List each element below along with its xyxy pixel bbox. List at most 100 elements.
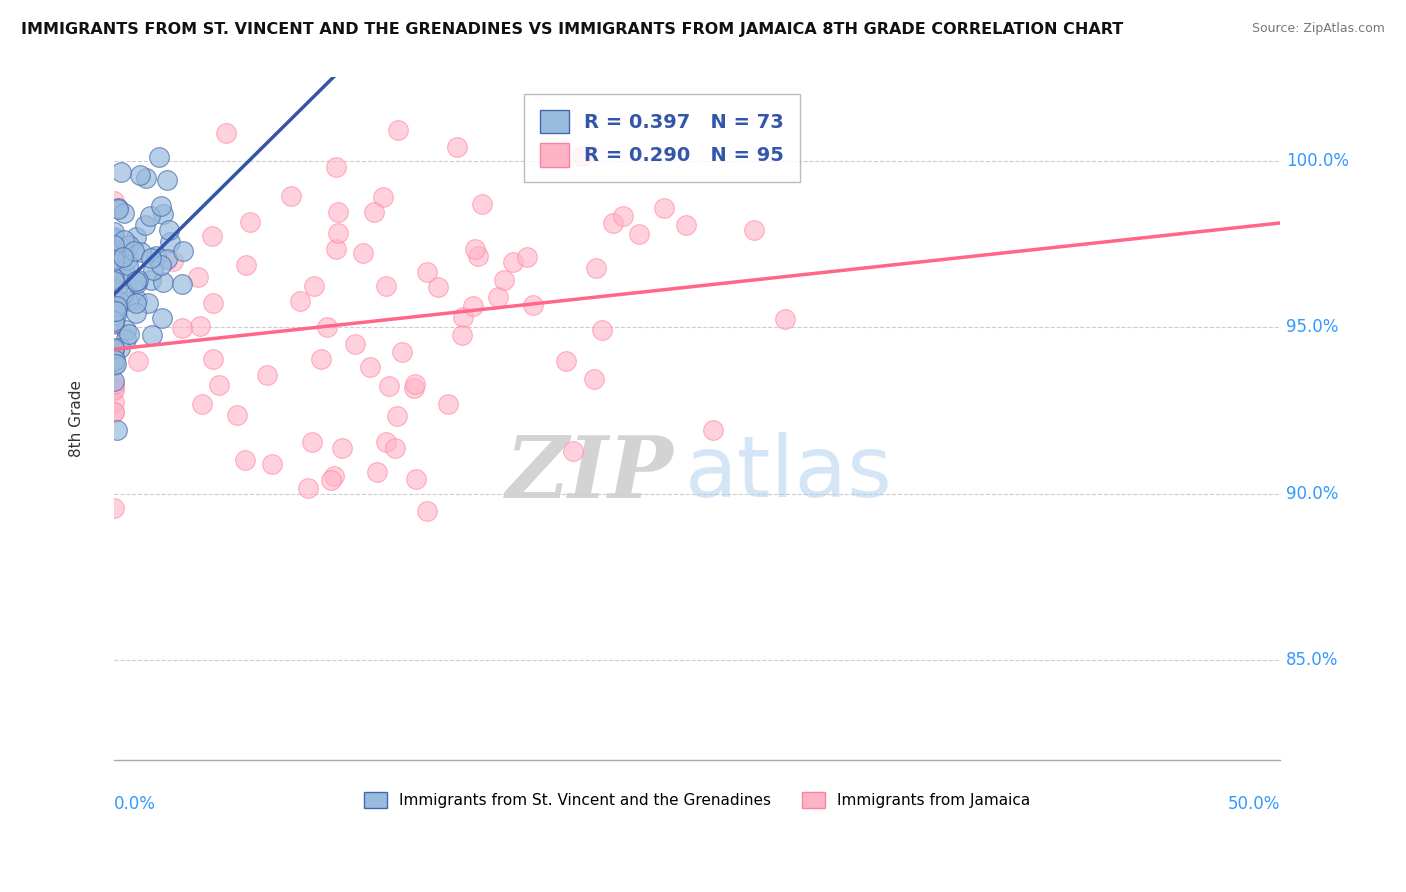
Point xyxy=(103,274,125,288)
Point xyxy=(502,255,524,269)
Point xyxy=(103,358,125,372)
Point xyxy=(105,423,128,437)
Text: 90.0%: 90.0% xyxy=(1286,485,1339,503)
Point xyxy=(488,290,510,304)
Point xyxy=(562,444,585,458)
Point xyxy=(302,278,325,293)
Point xyxy=(233,453,256,467)
Point xyxy=(260,457,283,471)
Point xyxy=(150,199,173,213)
Point xyxy=(127,354,149,368)
Point xyxy=(103,316,125,330)
Point xyxy=(315,320,337,334)
Point xyxy=(387,122,409,136)
Point xyxy=(256,368,278,382)
Text: 100.0%: 100.0% xyxy=(1286,152,1350,169)
Point xyxy=(103,303,125,318)
Point xyxy=(150,311,173,326)
Point xyxy=(172,244,194,258)
Point xyxy=(103,302,125,317)
Point xyxy=(103,404,125,418)
Point xyxy=(325,160,347,174)
Point xyxy=(391,345,413,359)
Point xyxy=(309,352,332,367)
Point xyxy=(103,349,125,363)
Point xyxy=(127,273,149,287)
Point xyxy=(516,250,538,264)
Point xyxy=(117,238,139,252)
Point xyxy=(118,327,141,342)
Point xyxy=(451,327,474,342)
Point xyxy=(103,244,125,259)
Point xyxy=(114,265,136,279)
Point xyxy=(463,299,485,313)
Point xyxy=(103,404,125,418)
Point xyxy=(326,205,349,219)
Point xyxy=(103,262,125,277)
Point xyxy=(162,253,184,268)
Point xyxy=(141,273,163,287)
Point xyxy=(125,296,148,310)
Text: Source: ZipAtlas.com: Source: ZipAtlas.com xyxy=(1251,22,1385,36)
Point xyxy=(111,287,134,301)
Point xyxy=(202,351,225,366)
Point xyxy=(152,207,174,221)
Text: IMMIGRANTS FROM ST. VINCENT AND THE GRENADINES VS IMMIGRANTS FROM JAMAICA 8TH GR: IMMIGRANTS FROM ST. VINCENT AND THE GREN… xyxy=(21,22,1123,37)
Point xyxy=(215,126,238,140)
Point xyxy=(103,271,125,285)
Point xyxy=(378,378,401,392)
Point xyxy=(363,205,385,219)
Point xyxy=(125,274,148,288)
Point xyxy=(366,466,388,480)
Point xyxy=(117,258,139,272)
Point xyxy=(627,227,650,241)
Text: 0.0%: 0.0% xyxy=(114,795,156,813)
Point xyxy=(602,216,624,230)
Point xyxy=(402,381,425,395)
Point xyxy=(103,252,125,267)
Point xyxy=(112,250,135,264)
Point xyxy=(103,317,125,331)
Text: atlas: atlas xyxy=(685,432,893,515)
Text: 50.0%: 50.0% xyxy=(1227,795,1281,813)
Point xyxy=(103,348,125,362)
Point xyxy=(105,299,128,313)
Point xyxy=(467,249,489,263)
Point xyxy=(125,305,148,319)
Point xyxy=(374,435,396,450)
Point xyxy=(325,242,347,256)
Point xyxy=(328,227,350,241)
Point xyxy=(191,397,214,411)
Point xyxy=(319,473,342,487)
Point xyxy=(415,504,437,518)
Text: 8th Grade: 8th Grade xyxy=(69,380,84,458)
Point xyxy=(571,149,593,163)
Point xyxy=(117,252,139,267)
Point xyxy=(436,397,458,411)
Point xyxy=(142,262,165,277)
Point xyxy=(103,304,125,318)
Legend: Immigrants from St. Vincent and the Grenadines, Immigrants from Jamaica: Immigrants from St. Vincent and the Gren… xyxy=(359,786,1036,814)
Point xyxy=(416,265,439,279)
Point xyxy=(135,171,157,186)
Point xyxy=(103,342,125,356)
Point xyxy=(742,223,765,237)
Point xyxy=(141,327,163,342)
Text: 85.0%: 85.0% xyxy=(1286,651,1339,669)
Point xyxy=(114,332,136,346)
Point xyxy=(145,249,167,263)
Point xyxy=(103,232,125,246)
Point xyxy=(117,293,139,308)
Point xyxy=(522,298,544,312)
Point xyxy=(583,371,606,385)
Point xyxy=(301,434,323,449)
Point xyxy=(280,189,302,203)
Point xyxy=(451,310,474,325)
Point xyxy=(112,234,135,248)
Point xyxy=(104,308,127,322)
Point xyxy=(343,337,366,351)
Point xyxy=(426,279,449,293)
Point xyxy=(202,296,225,310)
Point xyxy=(103,238,125,252)
Point xyxy=(187,269,209,284)
